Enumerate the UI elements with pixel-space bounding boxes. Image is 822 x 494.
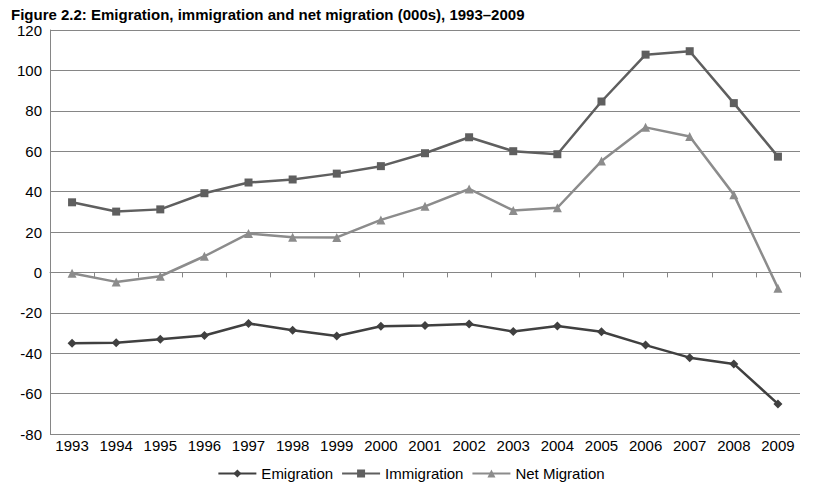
svg-text:40: 40	[25, 183, 42, 200]
svg-text:2003: 2003	[497, 437, 530, 454]
svg-text:2009: 2009	[761, 437, 794, 454]
svg-text:1994: 1994	[99, 437, 132, 454]
svg-text:-40: -40	[20, 345, 42, 362]
svg-text:Immigration: Immigration	[385, 465, 463, 482]
svg-text:Net Migration: Net Migration	[515, 465, 604, 482]
svg-text:1999: 1999	[320, 437, 353, 454]
svg-text:Emigration: Emigration	[261, 465, 333, 482]
svg-text:-60: -60	[20, 385, 42, 402]
svg-text:1995: 1995	[144, 437, 177, 454]
svg-text:60: 60	[25, 143, 42, 160]
svg-text:Figure 2.2: Emigration, immigr: Figure 2.2: Emigration, immigration and …	[11, 6, 524, 23]
svg-text:2004: 2004	[541, 437, 574, 454]
svg-text:2008: 2008	[717, 437, 750, 454]
svg-text:2001: 2001	[408, 437, 441, 454]
svg-text:2000: 2000	[364, 437, 397, 454]
svg-text:1993: 1993	[55, 437, 88, 454]
svg-text:80: 80	[25, 102, 42, 119]
svg-text:20: 20	[25, 224, 42, 241]
svg-text:2002: 2002	[452, 437, 485, 454]
svg-text:2006: 2006	[629, 437, 662, 454]
svg-text:0: 0	[34, 264, 42, 281]
svg-text:-20: -20	[20, 304, 42, 321]
svg-text:120: 120	[17, 22, 42, 39]
svg-text:1997: 1997	[232, 437, 265, 454]
svg-text:1998: 1998	[276, 437, 309, 454]
svg-text:2005: 2005	[585, 437, 618, 454]
svg-text:2007: 2007	[673, 437, 706, 454]
svg-text:-80: -80	[20, 426, 42, 443]
svg-text:1996: 1996	[188, 437, 221, 454]
svg-text:100: 100	[17, 62, 42, 79]
